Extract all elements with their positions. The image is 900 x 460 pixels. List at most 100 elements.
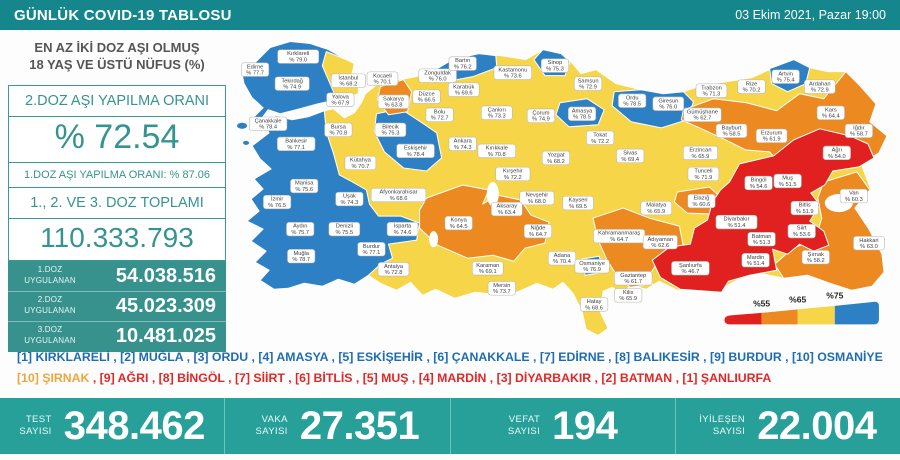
province-label-antalya: Antalya% 72.8 — [377, 262, 410, 277]
svg-text:Tunceli: Tunceli — [694, 169, 712, 175]
svg-text:% 58.2: % 58.2 — [807, 258, 825, 264]
province-label-manisa: Manisa% 75.6 — [290, 178, 319, 194]
province-label-trabzon: Trabzon% 71.3 — [695, 83, 728, 98]
total-doses-value: 110.333.793 — [40, 221, 194, 253]
svg-text:Mersin: Mersin — [493, 283, 510, 289]
svg-text:% 66.5: % 66.5 — [418, 98, 436, 104]
svg-text:% 76.9: % 76.9 — [583, 267, 601, 273]
legend-ticks: %55 %65 %75 — [753, 290, 844, 308]
svg-text:Batman: Batman — [752, 234, 772, 240]
svg-text:Iğdır: Iğdır — [853, 125, 865, 131]
case-count-block: VAKA SAYISI 27.351 — [224, 398, 449, 454]
province-label-muş: Muş% 51.5 — [773, 173, 802, 189]
svg-text:% 62.7: % 62.7 — [694, 116, 712, 122]
svg-text:Adıyaman: Adıyaman — [647, 237, 673, 243]
svg-text:% 73.3: % 73.3 — [488, 114, 506, 120]
svg-text:% 75.6: % 75.6 — [295, 187, 313, 193]
svg-text:% 60.6: % 60.6 — [693, 202, 711, 208]
svg-text:% 72.8: % 72.8 — [385, 270, 403, 276]
svg-text:Gaziantep: Gaziantep — [620, 273, 646, 279]
svg-text:Ordu: Ordu — [626, 95, 639, 101]
svg-text:Bursa: Bursa — [331, 124, 347, 130]
province-label-batman: Batman% 51.3 — [747, 232, 776, 247]
svg-text:% 70.7: % 70.7 — [352, 164, 370, 170]
dose2-rate-label: 2.DOZ AŞI YAPILMA ORANI — [9, 86, 225, 117]
legend-yellow-segment — [797, 305, 835, 325]
province-label-yalova: Yalova% 67.9 — [326, 92, 355, 107]
daily-stats-bar: TEST SAYISI 348.462 VAKA SAYISI 27.351 V… — [0, 398, 900, 454]
province-label-ağrı: Ağrı% 54.0 — [822, 145, 851, 160]
svg-text:Kastamonu: Kastamonu — [498, 67, 527, 73]
province-label-tekirdağ: Tekirdağ% 74.9 — [274, 76, 310, 91]
svg-text:İstanbul: İstanbul — [338, 74, 358, 81]
dose1-rate-line: 1.DOZ AŞI YAPILMA ORANI: % 87.06 — [9, 163, 225, 188]
svg-text:% 69.4: % 69.4 — [621, 157, 639, 163]
case-count-value: 27.351 — [299, 403, 420, 448]
svg-text:Bingöl: Bingöl — [751, 178, 767, 184]
svg-text:% 75.3: % 75.3 — [546, 67, 564, 73]
svg-text:% 74.6: % 74.6 — [394, 230, 412, 236]
svg-text:Kırşehir: Kırşehir — [503, 169, 523, 175]
svg-text:% 51.5: % 51.5 — [779, 182, 797, 188]
svg-text:Samsun: Samsun — [578, 78, 599, 84]
svg-text:% 53.6: % 53.6 — [793, 232, 811, 238]
svg-text:Karaman: Karaman — [476, 263, 499, 269]
province-label-kırşehir: Kırşehir% 72.2 — [495, 166, 531, 182]
province-label-edirne: Edirne% 77.7 — [241, 62, 270, 77]
svg-text:Çankırı: Çankırı — [488, 107, 507, 113]
svg-text:Şanlıurfa: Şanlıurfa — [679, 263, 703, 269]
province-label-tunceli: Tunceli% 71.9 — [687, 166, 720, 182]
map-legend: %55 %65 %75 — [724, 290, 879, 325]
province-label-şanlıurfa: Şanlıurfa% 46.7 — [671, 261, 710, 276]
svg-text:% 77.1: % 77.1 — [287, 145, 305, 151]
svg-text:% 65.9: % 65.9 — [647, 209, 665, 215]
svg-text:% 51.4: % 51.4 — [728, 223, 746, 229]
svg-text:% 75.5: % 75.5 — [335, 230, 353, 236]
svg-text:% 73.7: % 73.7 — [493, 289, 511, 295]
vaccination-stat-box: 2.DOZ AŞI YAPILMA ORANI % 72.54 1.DOZ AŞ… — [8, 84, 226, 261]
svg-text:% 64.7: % 64.7 — [529, 232, 547, 238]
svg-text:Kütahya: Kütahya — [350, 158, 372, 164]
svg-text:Nevşehir: Nevşehir — [526, 193, 549, 199]
recovered-count-block: İYİLEŞEN SAYISI 22.004 — [674, 398, 900, 454]
svg-text:Malatya: Malatya — [646, 203, 667, 209]
svg-text:Ağrı: Ağrı — [832, 147, 843, 153]
legend-tick-label: %65 — [789, 294, 806, 304]
svg-text:% 70.8: % 70.8 — [329, 131, 347, 137]
dose2-row: 2.DOZ UYGULANAN 45.023.309 — [8, 292, 226, 322]
vaccination-panel: EN AZ İKİ DOZ AŞI OLMUŞ 18 YAŞ VE ÜSTÜ N… — [8, 40, 226, 352]
province-label-aksaray: Aksaray% 63.4 — [491, 201, 523, 217]
svg-text:Karabük: Karabük — [453, 84, 474, 90]
svg-text:Ardahan: Ardahan — [809, 81, 831, 87]
legend-tick-label: %55 — [753, 298, 770, 308]
best-provinces-list: [1] KIRKLARELİ , [2] MUĞLA , [3] ORDU , … — [17, 350, 883, 364]
svg-text:% 63.8: % 63.8 — [385, 103, 403, 109]
svg-text:Manisa: Manisa — [295, 181, 314, 187]
dose1-label: 1.DOZ UYGULANAN — [24, 265, 76, 286]
svg-text:Giresun: Giresun — [658, 98, 678, 104]
province-label-karabük: Karabük% 69.6 — [447, 82, 480, 97]
svg-text:Sivas: Sivas — [623, 150, 637, 156]
svg-text:Adana: Adana — [554, 253, 571, 259]
svg-text:% 76.0: % 76.0 — [429, 77, 447, 83]
province-label-bayburt: Bayburt% 58.5 — [715, 123, 748, 138]
svg-text:Denizli: Denizli — [336, 224, 353, 230]
svg-text:Hatay: Hatay — [587, 299, 602, 305]
svg-text:% 68.0: % 68.0 — [528, 199, 546, 205]
svg-text:Çanakkale: Çanakkale — [255, 118, 282, 124]
svg-text:Aydın: Aydın — [293, 224, 307, 230]
svg-text:% 69.1: % 69.1 — [479, 269, 497, 275]
svg-text:% 61.7: % 61.7 — [624, 279, 642, 285]
report-date: 03 Ekim 2021, Pazar 19:00 — [735, 8, 886, 22]
svg-text:% 65.9: % 65.9 — [619, 296, 637, 302]
svg-text:% 68.6: % 68.6 — [585, 305, 603, 311]
province-label-kırıkkale: Kırıkkale% 70.8 — [477, 143, 516, 158]
svg-text:Kilis: Kilis — [623, 290, 634, 296]
island-gokceada — [237, 122, 248, 129]
svg-text:% 72.2: % 72.2 — [504, 175, 522, 181]
svg-text:% 72.2: % 72.2 — [591, 139, 609, 145]
province-label-sinop: Sinop% 75.3 — [540, 58, 569, 73]
svg-text:Isparta: Isparta — [394, 224, 412, 230]
svg-text:% 70.8: % 70.8 — [488, 152, 506, 158]
ranking-lists: [1] KIRKLARELİ , [2] MUĞLA , [3] ORDU , … — [17, 350, 892, 385]
